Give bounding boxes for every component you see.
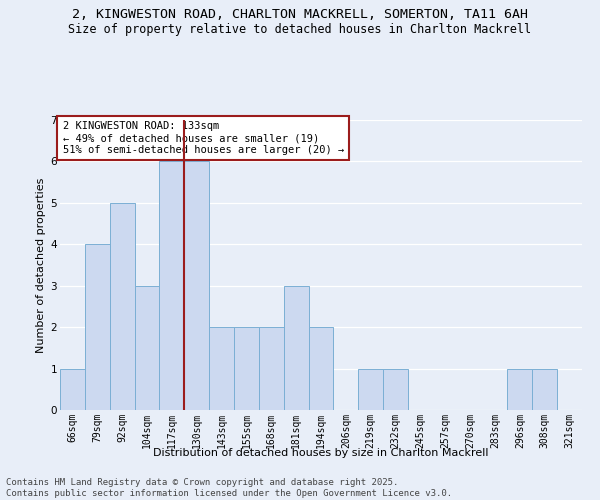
- Bar: [532, 368, 557, 410]
- Bar: [358, 368, 383, 410]
- Bar: [184, 162, 209, 410]
- Y-axis label: Number of detached properties: Number of detached properties: [37, 178, 46, 352]
- Bar: [134, 286, 160, 410]
- Bar: [284, 286, 308, 410]
- Bar: [508, 368, 532, 410]
- Text: 2 KINGWESTON ROAD: 133sqm
← 49% of detached houses are smaller (19)
51% of semi-: 2 KINGWESTON ROAD: 133sqm ← 49% of detac…: [62, 122, 344, 154]
- Text: 2, KINGWESTON ROAD, CHARLTON MACKRELL, SOMERTON, TA11 6AH: 2, KINGWESTON ROAD, CHARLTON MACKRELL, S…: [72, 8, 528, 20]
- Bar: [234, 327, 259, 410]
- Bar: [160, 162, 184, 410]
- Bar: [209, 327, 234, 410]
- Bar: [383, 368, 408, 410]
- Text: Distribution of detached houses by size in Charlton Mackrell: Distribution of detached houses by size …: [153, 448, 489, 458]
- Bar: [259, 327, 284, 410]
- Bar: [85, 244, 110, 410]
- Bar: [308, 327, 334, 410]
- Text: Size of property relative to detached houses in Charlton Mackrell: Size of property relative to detached ho…: [68, 22, 532, 36]
- Bar: [110, 203, 134, 410]
- Bar: [60, 368, 85, 410]
- Text: Contains HM Land Registry data © Crown copyright and database right 2025.
Contai: Contains HM Land Registry data © Crown c…: [6, 478, 452, 498]
